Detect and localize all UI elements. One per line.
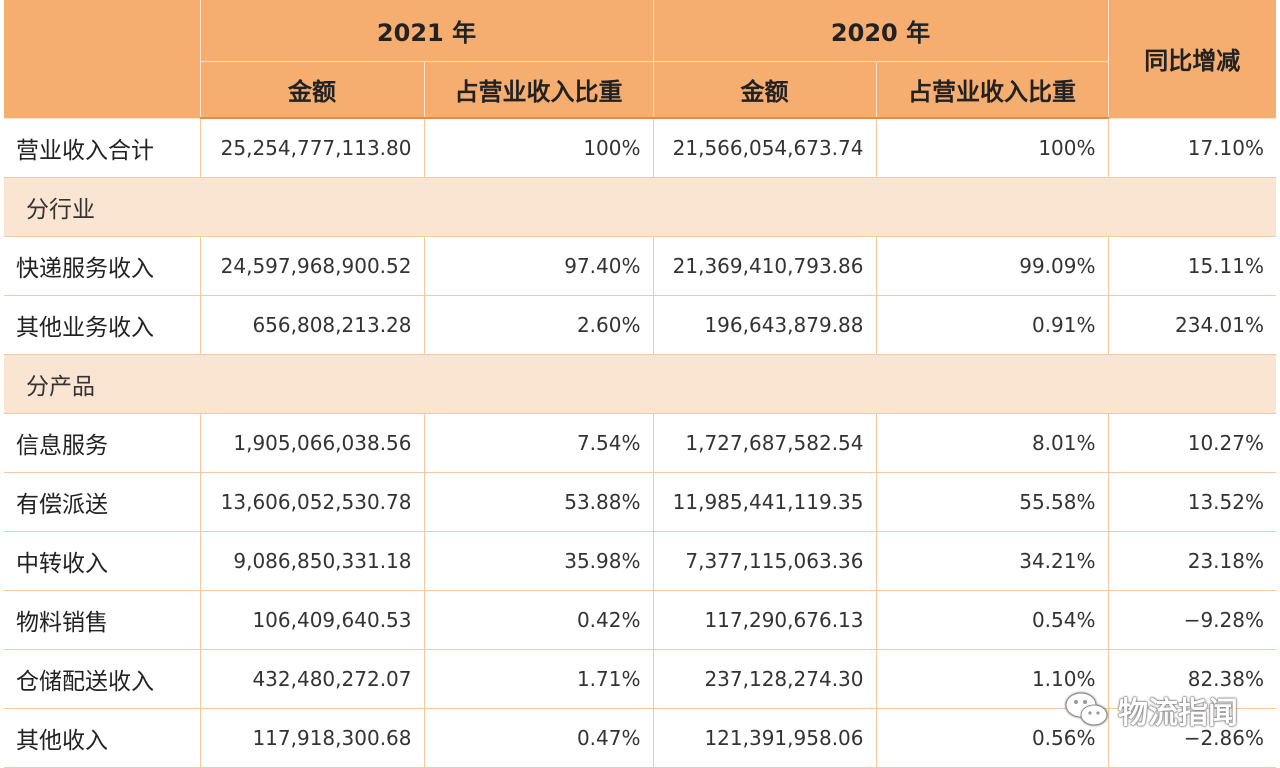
share-2020: 0.91% (876, 295, 1109, 355)
amount-2020: 196,643,879.88 (653, 295, 877, 355)
row-label: 中转收入 (4, 531, 201, 591)
section-row-industry: 分行业 (4, 177, 1276, 237)
section-row-product: 分产品 (4, 354, 1276, 414)
share-2020: 0.56% (876, 708, 1109, 768)
share-2021: 7.54% (424, 413, 654, 473)
share-2021: 35.98% (424, 531, 654, 591)
header-share-2020: 占营业收入比重 (876, 61, 1109, 119)
amount-2020: 121,391,958.06 (653, 708, 877, 768)
header-amount-2020: 金额 (653, 61, 877, 119)
yoy-change: −9.28% (1108, 590, 1276, 650)
amount-2021: 1,905,066,038.56 (200, 413, 425, 473)
header-amount-2021: 金额 (200, 61, 425, 119)
amount-2021: 656,808,213.28 (200, 295, 425, 355)
amount-2020: 21,369,410,793.86 (653, 236, 877, 296)
table-row: 中转收入 9,086,850,331.18 35.98% 7,377,115,0… (4, 531, 1276, 591)
share-2020: 55.58% (876, 472, 1109, 532)
yoy-change: 234.01% (1108, 295, 1276, 355)
amount-2020: 237,128,274.30 (653, 649, 877, 709)
yoy-change: 10.27% (1108, 413, 1276, 473)
table-row: 物料销售 106,409,640.53 0.42% 117,290,676.13… (4, 590, 1276, 650)
yoy-change: 17.10% (1108, 118, 1276, 178)
amount-2020: 7,377,115,063.36 (653, 531, 877, 591)
table-row: 其他业务收入 656,808,213.28 2.60% 196,643,879.… (4, 295, 1276, 355)
row-label: 信息服务 (4, 413, 201, 473)
table-row: 快递服务收入 24,597,968,900.52 97.40% 21,369,4… (4, 236, 1276, 296)
amount-2020: 11,985,441,119.35 (653, 472, 877, 532)
section-title: 分行业 (4, 177, 1276, 237)
header-year-2021: 2021 年 (200, 0, 654, 62)
row-label: 营业收入合计 (4, 118, 201, 178)
amount-2020: 1,727,687,582.54 (653, 413, 877, 473)
share-2021: 0.42% (424, 590, 654, 650)
amount-2021: 117,918,300.68 (200, 708, 425, 768)
row-label: 有偿派送 (4, 472, 201, 532)
amount-2021: 24,597,968,900.52 (200, 236, 425, 296)
share-2020: 0.54% (876, 590, 1109, 650)
row-label: 仓储配送收入 (4, 649, 201, 709)
header-row-years: 2021 年 2020 年 同比增减 (4, 0, 1276, 119)
section-title: 分产品 (4, 354, 1276, 414)
amount-2021: 25,254,777,113.80 (200, 118, 425, 178)
amount-2020: 117,290,676.13 (653, 590, 877, 650)
row-label: 其他收入 (4, 708, 201, 768)
header-yoy: 同比增减 (1108, 0, 1276, 119)
share-2021: 0.47% (424, 708, 654, 768)
header-row-subcols: 金额 占营业收入比重 金额 占营业收入比重 (4, 61, 1276, 119)
yoy-change: 15.11% (1108, 236, 1276, 296)
table-row: 有偿派送 13,606,052,530.78 53.88% 11,985,441… (4, 472, 1276, 532)
table-header: 2021 年 2020 年 同比增减 金额 占营业收入比重 金额 占营业收入比重 (4, 0, 1276, 119)
share-2021: 2.60% (424, 295, 654, 355)
revenue-table: 2021 年 2020 年 同比增减 金额 占营业收入比重 金额 占营业收入比重… (4, 0, 1276, 768)
table-row: 信息服务 1,905,066,038.56 7.54% 1,727,687,58… (4, 413, 1276, 473)
yoy-change: −2.86% (1108, 708, 1276, 768)
row-label: 物料销售 (4, 590, 201, 650)
amount-2021: 13,606,052,530.78 (200, 472, 425, 532)
amount-2020: 21,566,054,673.74 (653, 118, 877, 178)
amount-2021: 432,480,272.07 (200, 649, 425, 709)
header-blank-cell (4, 0, 201, 119)
row-label: 快递服务收入 (4, 236, 201, 296)
yoy-change: 82.38% (1108, 649, 1276, 709)
row-label: 其他业务收入 (4, 295, 201, 355)
table-row-total: 营业收入合计 25,254,777,113.80 100% 21,566,054… (4, 118, 1276, 178)
share-2020: 1.10% (876, 649, 1109, 709)
table-body: 营业收入合计 25,254,777,113.80 100% 21,566,054… (4, 118, 1276, 768)
amount-2021: 106,409,640.53 (200, 590, 425, 650)
header-share-2021: 占营业收入比重 (424, 61, 654, 119)
table-row: 其他收入 117,918,300.68 0.47% 121,391,958.06… (4, 708, 1276, 768)
share-2020: 34.21% (876, 531, 1109, 591)
table-row: 仓储配送收入 432,480,272.07 1.71% 237,128,274.… (4, 649, 1276, 709)
share-2021: 100% (424, 118, 654, 178)
yoy-change: 23.18% (1108, 531, 1276, 591)
share-2020: 8.01% (876, 413, 1109, 473)
header-year-2020: 2020 年 (653, 0, 1109, 62)
share-2020: 100% (876, 118, 1109, 178)
share-2021: 97.40% (424, 236, 654, 296)
share-2020: 99.09% (876, 236, 1109, 296)
share-2021: 53.88% (424, 472, 654, 532)
amount-2021: 9,086,850,331.18 (200, 531, 425, 591)
yoy-change: 13.52% (1108, 472, 1276, 532)
share-2021: 1.71% (424, 649, 654, 709)
